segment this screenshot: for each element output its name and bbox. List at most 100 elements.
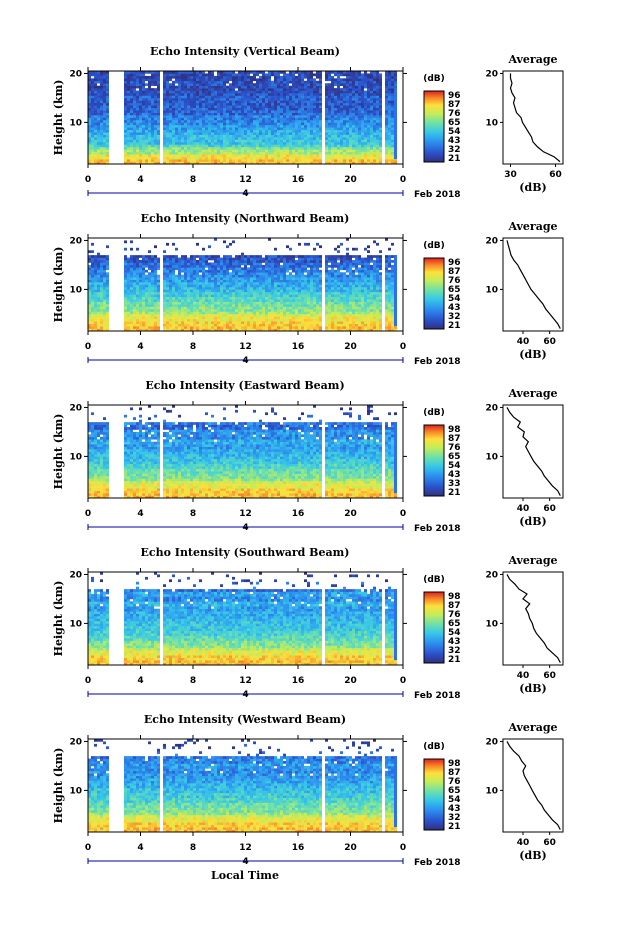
heatmap-cell <box>172 83 175 86</box>
heatmap-cell <box>196 90 199 94</box>
heatmap-cell <box>313 323 316 327</box>
heatmap-cell <box>88 156 91 160</box>
heatmap-cell <box>373 80 376 84</box>
heatmap-cell <box>355 159 358 162</box>
heatmap-cell <box>337 78 340 82</box>
heatmap-cell <box>325 139 328 143</box>
heatmap-cell <box>208 316 211 320</box>
heatmap-cell <box>229 294 232 298</box>
heatmap-cell <box>253 316 256 320</box>
heatmap-cell <box>358 144 361 148</box>
heatmap-cell <box>247 321 250 324</box>
heatmap-cell <box>211 110 214 113</box>
heatmap-cell <box>361 311 364 315</box>
heatmap-cell <box>250 124 253 128</box>
heatmap-cell <box>334 154 337 157</box>
heatmap-cell <box>241 85 244 89</box>
heatmap-cell <box>340 80 343 84</box>
heatmap-cell <box>274 306 277 310</box>
heatmap-cell <box>316 107 319 111</box>
heatmap-cell <box>328 146 331 150</box>
heatmap-cell <box>319 139 322 143</box>
heatmap-cell <box>190 156 193 160</box>
heatmap-cell <box>343 156 346 160</box>
heatmap-cell <box>307 122 310 126</box>
heatmap-cell <box>325 107 328 111</box>
heatmap-cell <box>376 71 379 74</box>
heatmap-cell <box>283 115 286 118</box>
heatmap-cell <box>232 151 235 155</box>
heatmap-cell <box>226 88 229 91</box>
heatmap-cell <box>349 141 352 145</box>
heatmap-cell <box>229 296 232 300</box>
heatmap-cell <box>313 122 316 126</box>
heatmap-cell <box>151 323 154 327</box>
heatmap-cell <box>388 73 391 77</box>
heatmap-cell <box>334 304 337 307</box>
heatmap-cell <box>172 146 175 150</box>
heatmap-cell <box>313 161 316 165</box>
heatmap-cell <box>259 323 262 327</box>
heatmap-cell <box>244 318 247 322</box>
heatmap-cell <box>304 117 307 121</box>
heatmap-cell <box>289 85 292 89</box>
heatmap-cell <box>130 299 133 302</box>
heatmap-cell <box>220 95 223 99</box>
heatmap-cell <box>94 151 97 155</box>
heatmap-cell <box>145 129 148 133</box>
heatmap-cell <box>178 75 181 79</box>
heatmap-cell <box>145 318 148 322</box>
heatmap-cell <box>301 311 304 315</box>
heatmap-cell <box>178 78 181 82</box>
heatmap-cell <box>334 105 337 109</box>
heatmap-cell <box>205 127 208 131</box>
heatmap-cell <box>370 323 373 327</box>
heatmap-cell <box>127 83 130 86</box>
heatmap-cell <box>208 124 211 128</box>
heatmap-cell <box>307 316 310 320</box>
heatmap-cell <box>292 122 295 126</box>
heatmap-cell <box>103 313 106 317</box>
heatmap-cell <box>244 132 247 135</box>
heatmap-cell <box>331 78 334 82</box>
heatmap-cell <box>223 80 226 84</box>
heatmap-cell <box>373 139 376 143</box>
heatmap-cell <box>202 95 205 99</box>
heatmap-cell <box>283 149 286 153</box>
heatmap-cell <box>226 90 229 94</box>
heatmap-cell <box>283 88 286 91</box>
heatmap-cell <box>313 83 316 86</box>
heatmap-cell <box>259 306 262 310</box>
heatmap-cell <box>337 296 340 300</box>
heatmap-cell <box>352 301 355 305</box>
heatmap-cell <box>259 85 262 89</box>
heatmap-cell <box>181 102 184 106</box>
heatmap-cell <box>301 100 304 104</box>
heatmap-cell <box>352 73 355 77</box>
heatmap-cell <box>358 137 361 140</box>
heatmap-cell <box>142 146 145 150</box>
heatmap-cell <box>133 139 136 143</box>
heatmap-cell <box>280 304 283 307</box>
heatmap-cell <box>268 124 271 128</box>
heatmap-cell <box>193 115 196 118</box>
heatmap-cell <box>286 156 289 160</box>
heatmap-cell <box>145 105 148 109</box>
heatmap-cell <box>277 139 280 143</box>
heatmap-cell <box>229 85 232 89</box>
heatmap-cell <box>295 304 298 307</box>
heatmap-cell <box>334 321 337 324</box>
heatmap-cell <box>319 100 322 104</box>
heatmap-cell <box>343 311 346 315</box>
heatmap-cell <box>178 321 181 324</box>
heatmap-cell <box>316 141 319 145</box>
heatmap-cell <box>211 97 214 101</box>
heatmap-cell <box>139 132 142 135</box>
heatmap-cell <box>100 149 103 153</box>
heatmap-cell <box>196 132 199 135</box>
heatmap-cell <box>196 83 199 86</box>
heatmap-cell <box>217 149 220 153</box>
heatmap-cell <box>265 110 268 113</box>
heatmap-cell <box>295 306 298 310</box>
heatmap-cell <box>259 97 262 101</box>
